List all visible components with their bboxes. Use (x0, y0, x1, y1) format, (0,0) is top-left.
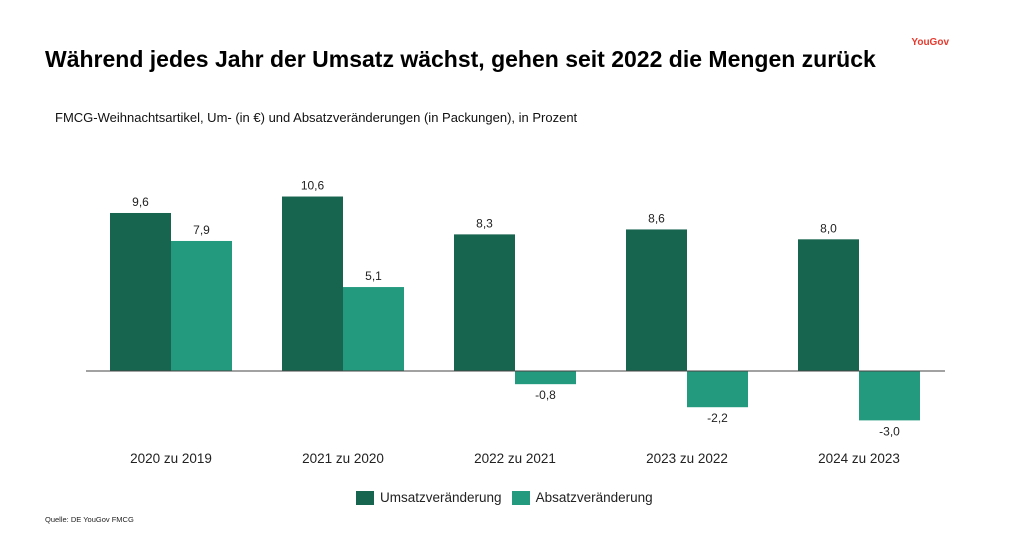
data-label: 9,6 (132, 195, 149, 209)
yougov-logo: YouGov (911, 37, 949, 48)
legend: Umsatzveränderung Absatzveränderung (356, 490, 663, 505)
bar (798, 239, 859, 371)
bar (454, 234, 515, 371)
data-label: -3,0 (879, 424, 900, 438)
category-label: 2024 zu 2023 (818, 451, 900, 466)
category-label: 2023 zu 2022 (646, 451, 728, 466)
source-note: Quelle: DE YouGov FMCG (45, 515, 134, 524)
category-label: 2021 zu 2020 (302, 451, 384, 466)
data-label: -0,8 (535, 388, 556, 402)
data-label: 7,9 (193, 223, 210, 237)
legend-swatch (356, 490, 374, 505)
bar (110, 212, 171, 371)
bar (171, 240, 232, 371)
data-label: 8,3 (476, 216, 493, 230)
legend-label: Absatzveränderung (535, 490, 653, 505)
bar (515, 371, 576, 385)
bar (282, 196, 343, 371)
legend-item-umsatz: Umsatzveränderung (356, 490, 502, 505)
data-label: 8,0 (820, 221, 837, 235)
chart-title: Während jedes Jahr der Umsatz wächst, ge… (45, 46, 876, 72)
data-label: 5,1 (365, 269, 382, 283)
legend-item-absatz: Absatzveränderung (511, 490, 653, 505)
bar (626, 229, 687, 371)
legend-swatch (511, 490, 530, 505)
bar (687, 371, 748, 408)
data-label: 10,6 (301, 179, 325, 193)
category-label: 2022 zu 2021 (474, 451, 556, 466)
data-label: 8,6 (648, 211, 665, 225)
legend-label: Umsatzveränderung (380, 490, 502, 505)
bar (343, 287, 404, 371)
bar (859, 371, 920, 421)
chart-subtitle: FMCG-Weihnachtsartikel, Um- (in €) und A… (55, 110, 578, 125)
category-label: 2020 zu 2019 (130, 451, 212, 466)
data-label: -2,2 (707, 411, 728, 425)
